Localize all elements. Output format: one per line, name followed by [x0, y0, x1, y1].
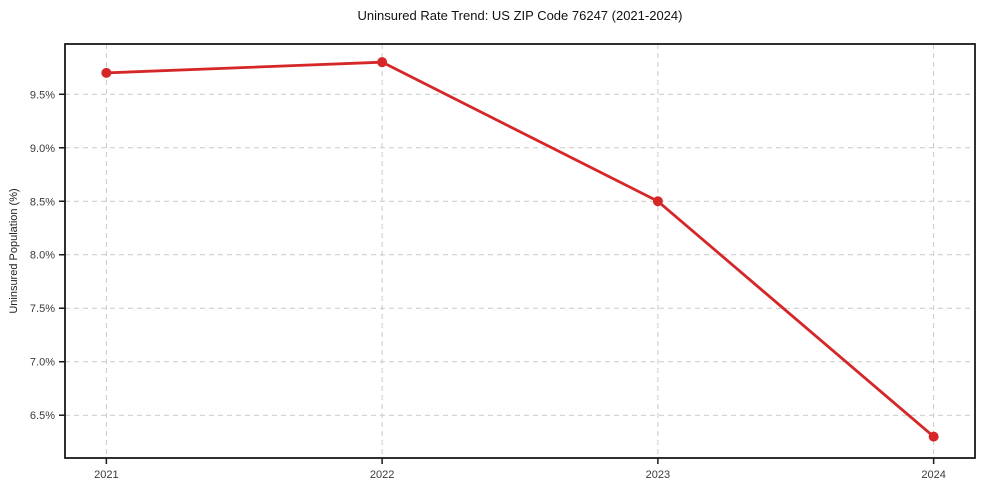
x-tick-label: 2021: [94, 469, 118, 481]
y-tick-label: 7.5%: [30, 303, 55, 315]
y-tick-label: 8.0%: [30, 250, 55, 262]
data-point-2023: [652, 196, 663, 207]
y-tick-label: 6.5%: [30, 410, 55, 422]
x-tick-label: 2022: [370, 469, 394, 481]
y-tick-label: 8.5%: [30, 196, 55, 208]
y-tick-label: 7.0%: [30, 357, 55, 369]
y-tick-label: 9.5%: [30, 89, 55, 101]
data-point-2021: [101, 67, 112, 78]
plot-border: [64, 43, 976, 459]
chart-title: Uninsured Rate Trend: US ZIP Code 76247 …: [357, 8, 683, 23]
data-point-2022: [377, 57, 388, 68]
data-point-2024: [928, 431, 939, 442]
trend-line: [104, 60, 936, 439]
y-tick-label: 9.0%: [30, 143, 55, 155]
x-tick-label: 2023: [646, 469, 670, 481]
x-tick-label: 2024: [921, 469, 945, 481]
